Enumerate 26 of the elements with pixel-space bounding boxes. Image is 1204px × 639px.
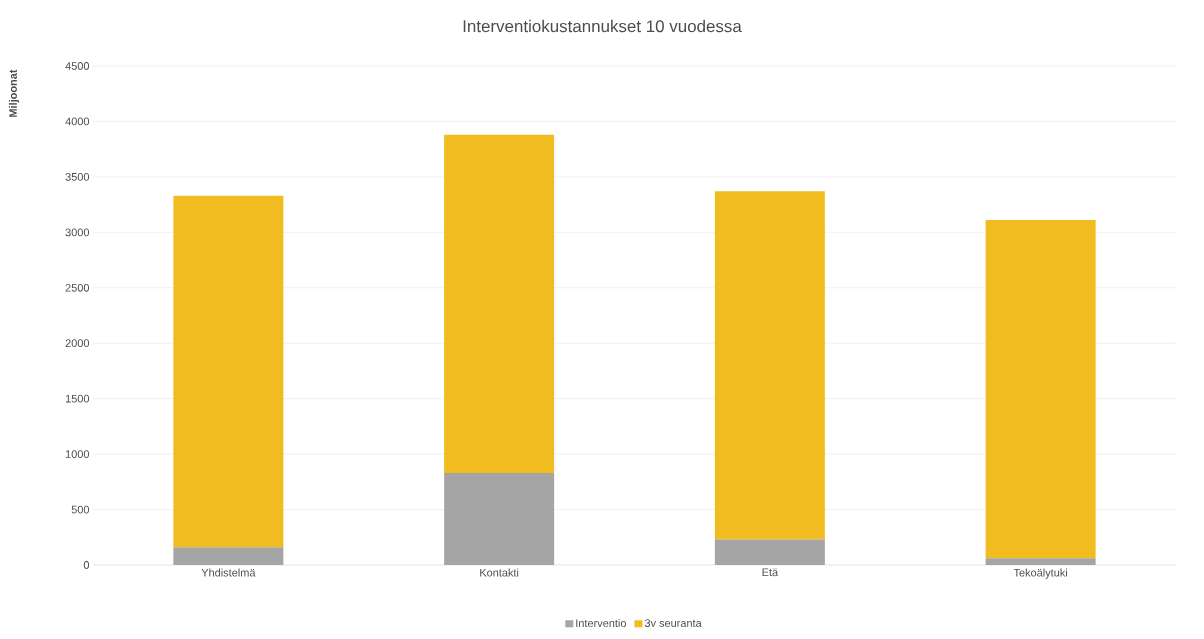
- y-tick-label: 0: [83, 561, 90, 569]
- bar: [173, 547, 284, 565]
- bar: [985, 220, 1096, 559]
- legend-label: 3v seuranta: [644, 619, 702, 627]
- bar: [714, 191, 825, 540]
- y-tick-label: 4500: [65, 62, 90, 70]
- y-tick-label: 1500: [65, 394, 90, 403]
- y-tick-label: 2000: [65, 339, 90, 348]
- x-tick-label: Tekoälytuki: [1013, 568, 1067, 579]
- bar: [985, 558, 1096, 565]
- x-tick-label: Etä: [762, 568, 779, 577]
- y-tick-label: 4000: [65, 117, 90, 126]
- chart-title: Interventiokustannukset 10 vuodessa: [463, 19, 742, 33]
- bar: [444, 134, 555, 473]
- bar: [173, 195, 284, 548]
- x-tick-label: Kontakti: [480, 568, 519, 577]
- y-axis-title: Miljoonat: [8, 69, 20, 117]
- y-tick-label: 3000: [65, 228, 90, 237]
- y-tick-label: 3500: [65, 173, 90, 181]
- x-tick-label: Yhdistelmä: [201, 568, 256, 577]
- bar: [714, 539, 825, 565]
- legend-label: Interventio: [576, 619, 626, 628]
- y-tick-label: 500: [71, 505, 90, 514]
- bar: [444, 472, 555, 565]
- y-tick-label: 1000: [65, 450, 90, 458]
- y-tick-label: 2500: [65, 283, 90, 292]
